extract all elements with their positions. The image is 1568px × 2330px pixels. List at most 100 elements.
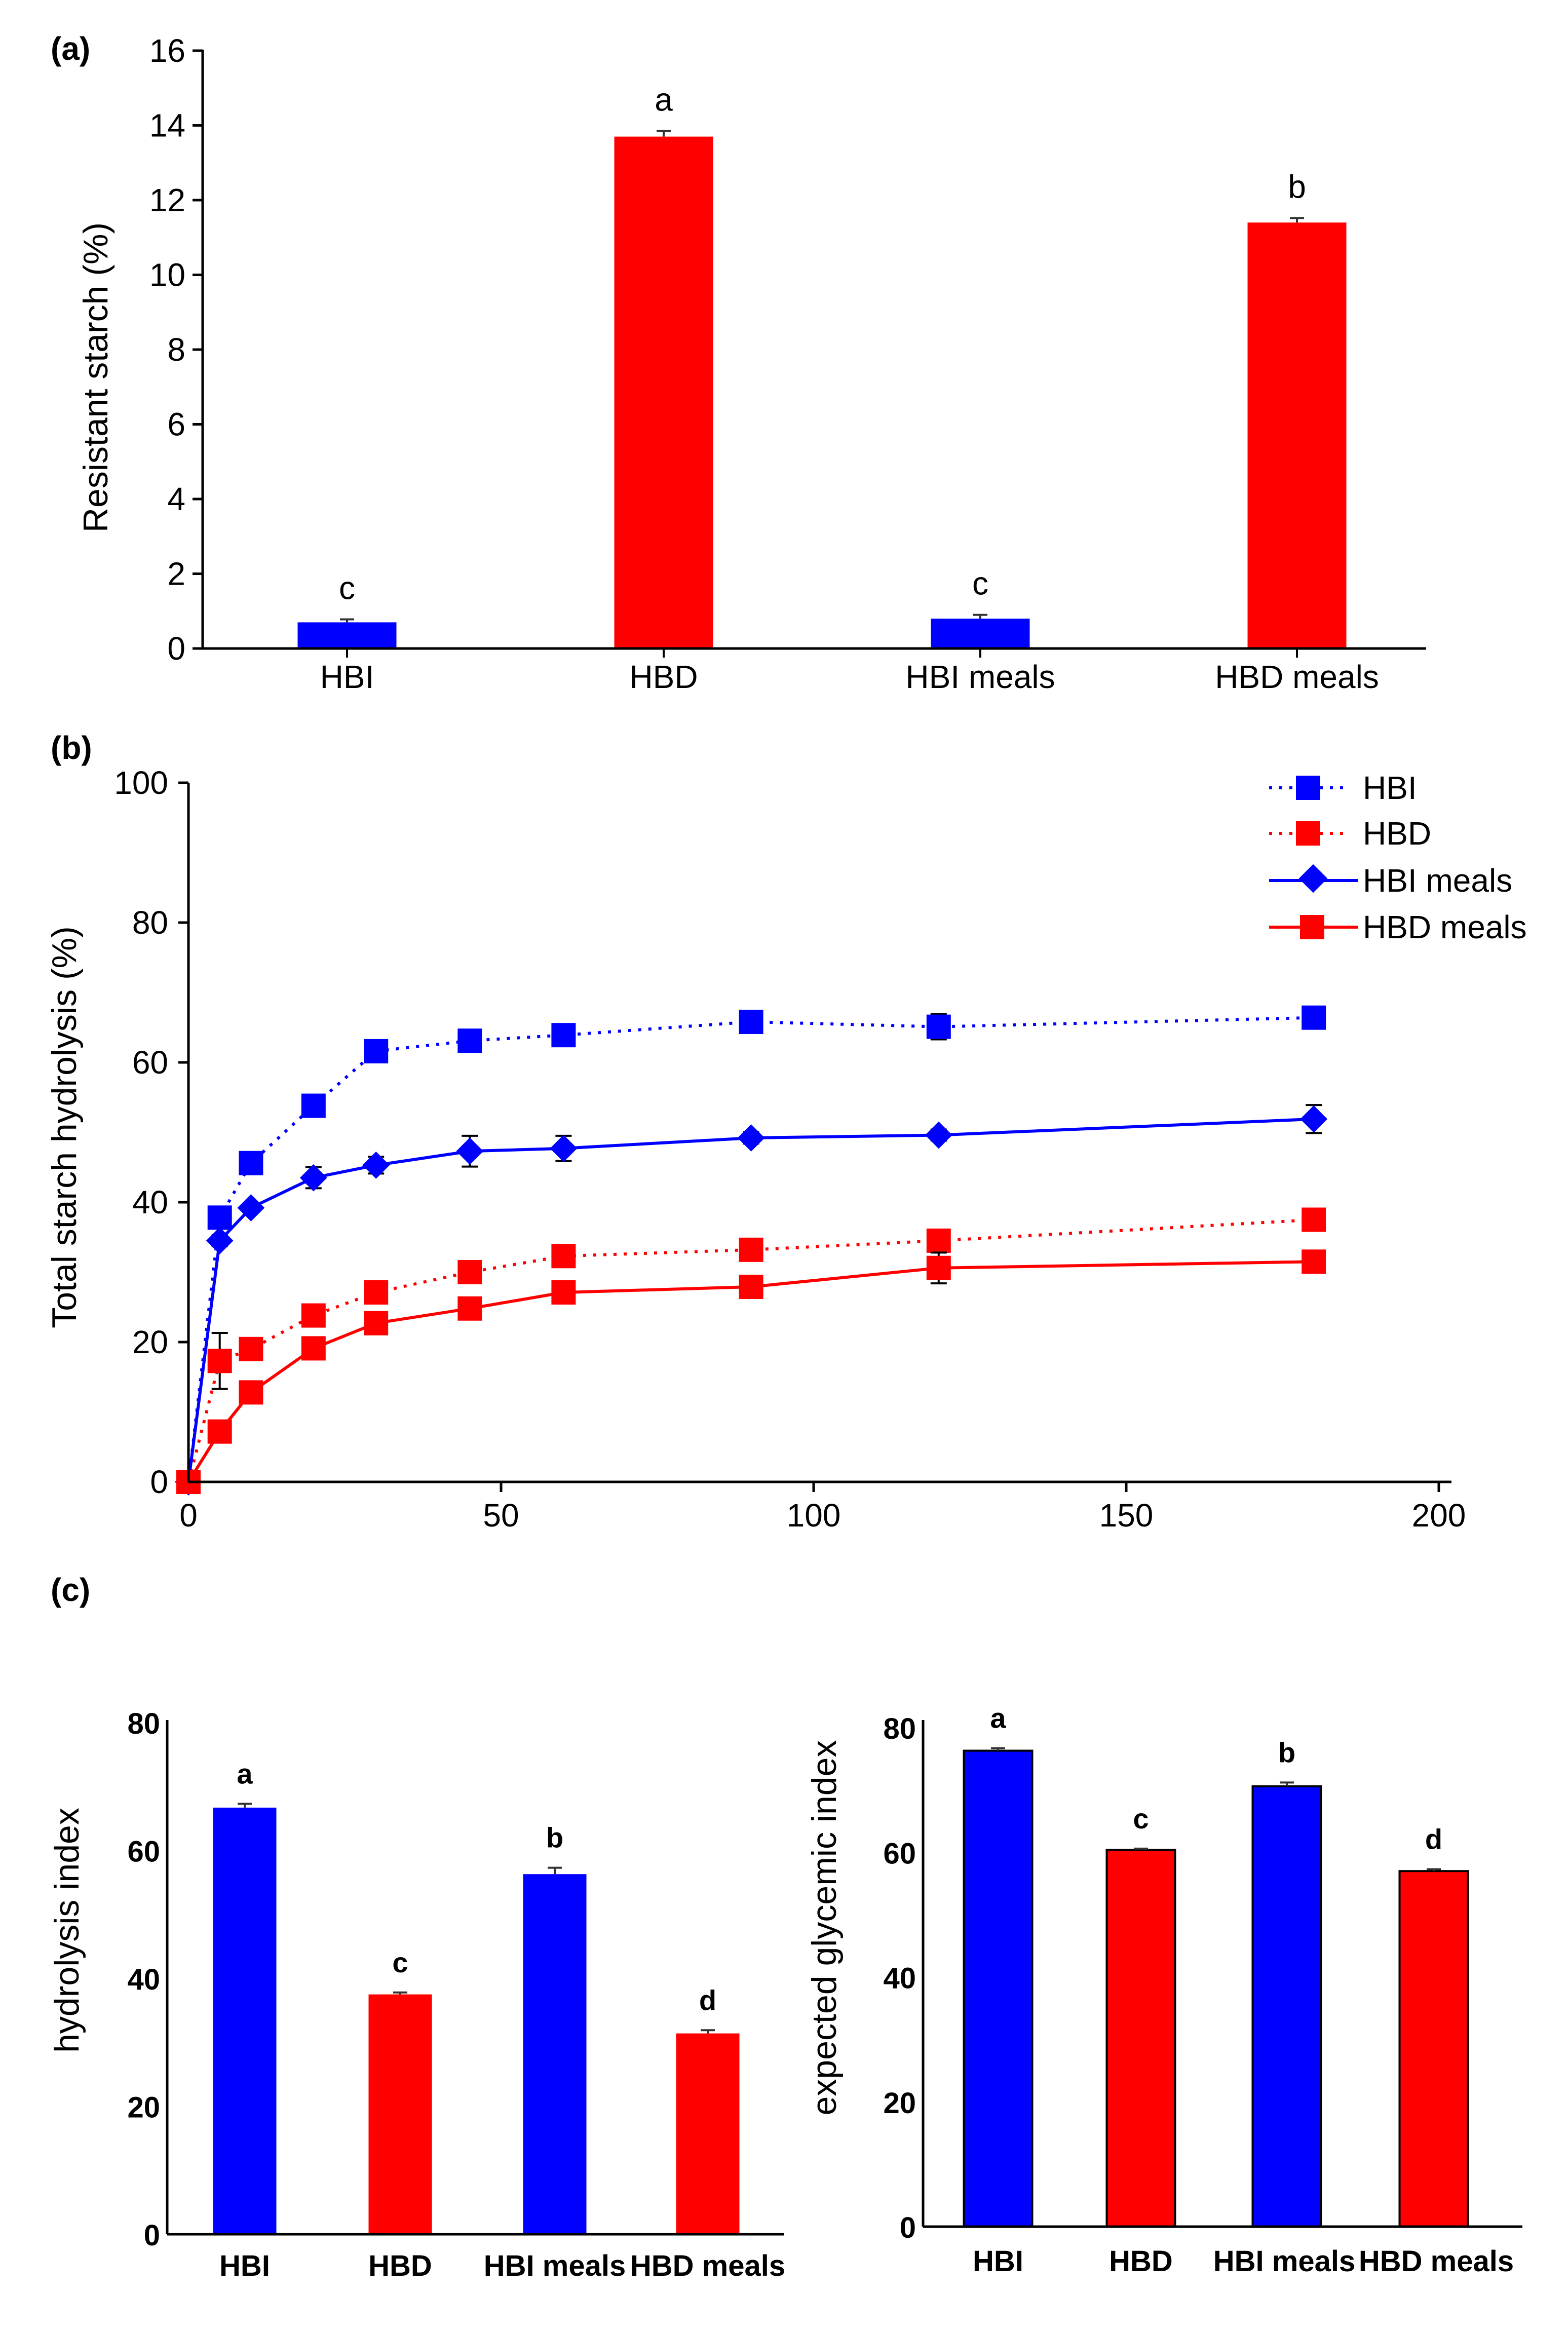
panel-c-left-bar-hbi-meals — [523, 1874, 587, 2234]
panel-a-bar-hbd — [614, 136, 713, 648]
panel-c-right-x-tick-label-hbd-meals: HBD meals — [1359, 2245, 1514, 2278]
legend-label-hbi-meals: HBI meals — [1363, 862, 1512, 899]
panel-c-left-bars: a c b d — [213, 1758, 740, 2234]
legend-label-hbi: HBI — [1363, 770, 1417, 806]
panel-a-bar-hbd-meals — [1247, 222, 1347, 648]
series-line-hbi-meals — [187, 1117, 1314, 1482]
data-point-hbi-45 — [457, 1028, 482, 1053]
panel-a-bar-hbi-meals — [931, 619, 1030, 648]
panel-a-x-tick-label-hbd: HBD — [629, 659, 698, 695]
panel-c-expected-glycemic-index-chart: expected glycemic index 0 20 40 60 80 a c b d H… — [805, 1702, 1522, 2278]
data-point-hbi-90 — [739, 1009, 763, 1034]
panel-a-x-tick-label-hbd-meals: HBD meals — [1215, 659, 1379, 695]
data-point-hbd-180 — [1302, 1207, 1326, 1232]
panel-a-x-tick-label-hbi-meals: HBI meals — [905, 659, 1055, 695]
panel-c-right-y-tick-label-0: 0 — [900, 2211, 916, 2244]
panel-c-right-significance-letter-hbi-meals: b — [1278, 1736, 1295, 1768]
data-point-hbd-meals-180 — [1302, 1249, 1326, 1274]
panel-c-left-bar-hbd-meals — [676, 2033, 740, 2234]
data-point-hbd-30 — [364, 1280, 389, 1305]
data-point-hbi-5 — [207, 1205, 232, 1230]
panel-a-bars: c a c b — [297, 82, 1347, 648]
panel-c-left-y-tick-label-80: 80 — [127, 1707, 160, 1740]
panel-b-y-tick-label-40: 40 — [132, 1184, 168, 1220]
panel-a-label: (a) — [51, 30, 90, 67]
panel-c-left-bar-hbi — [213, 1807, 277, 2234]
panel-b-starch-hydrolysis-chart: (b) Total starch hydrolysis (%) 0 20 40 60 8… — [45, 730, 1527, 1534]
panel-b-y-tick-label-80: 80 — [132, 904, 168, 941]
series-hbi-meals — [175, 1104, 1328, 1496]
panel-b-legend: HBI HBD HBI meals HBD meals — [1269, 770, 1527, 945]
panel-a-significance-letter-hbi-meals: c — [972, 565, 988, 602]
data-point-hbd-90 — [739, 1237, 763, 1262]
panel-c-right-x-tick-label-hbd: HBD — [1109, 2245, 1173, 2278]
panel-c-right-x-ticks: HBI HBD HBI meals HBD meals — [973, 2245, 1514, 2278]
data-point-hbd-60 — [551, 1244, 576, 1269]
panel-a-y-tick-label-14: 14 — [149, 107, 185, 144]
panel-c-label: (c) — [51, 1572, 90, 1608]
panel-c-left-y-tick-label-0: 0 — [144, 2219, 160, 2252]
panel-c-right-bar-hbd-meals — [1398, 1870, 1469, 2228]
panel-c-left-significance-letter-hbi: a — [237, 1758, 253, 1789]
panel-a-resistant-starch-chart: (a) Resistant starch (%) 0 2 4 6 8 10 12 14 16 c… — [51, 30, 1426, 695]
panel-c-left-significance-letter-hbi-meals: b — [546, 1822, 563, 1854]
panel-c-left-x-tick-label-hbi: HBI — [219, 2249, 270, 2282]
legend-label-hbd: HBD — [1363, 815, 1431, 852]
panel-c-right-x-tick-label-hbi-meals: HBI meals — [1213, 2245, 1355, 2278]
panel-c-left-x-tick-label-hbi-meals: HBI meals — [484, 2249, 626, 2282]
panel-c-left-x-tick-label-hbd-meals: HBD meals — [630, 2249, 785, 2282]
panel-a-y-tick-label-4: 4 — [167, 481, 185, 517]
data-point-hbi-60 — [551, 1023, 576, 1048]
panel-a-y-axis-label: Resistant starch (%) — [77, 222, 115, 532]
panel-b-x-ticks: 0 50 100 150 200 — [179, 1482, 1466, 1534]
data-point-hbi-20 — [301, 1093, 326, 1118]
panel-c-right-y-tick-label-60: 60 — [883, 1837, 916, 1870]
panel-a-y-tick-label-6: 6 — [167, 406, 185, 443]
series-hbd-meals — [176, 1249, 1326, 1494]
data-point-hbd-meals-90 — [739, 1274, 763, 1299]
panel-c-left-y-tick-label-60: 60 — [127, 1836, 160, 1868]
data-point-hbd-5 — [207, 1349, 232, 1373]
panel-c-right-y-axis-label: expected glycemic index — [805, 1740, 844, 2116]
panel-c-right-y-tick-label-20: 20 — [883, 2087, 916, 2120]
panel-c-right-bar-hbi-meals — [1251, 1785, 1322, 2228]
panel-b-y-axis-label: Total starch hydrolysis (%) — [45, 926, 84, 1328]
panel-b-y-tick-label-0: 0 — [150, 1464, 168, 1500]
panel-c-left-bar-hbd — [368, 1994, 432, 2234]
panel-c-right-y-ticks: 0 20 40 60 80 — [883, 1712, 916, 2244]
panel-c-left-y-ticks: 0 20 40 60 80 — [127, 1707, 160, 2252]
legend-item-hbd: HBD — [1269, 815, 1431, 852]
data-point-hbi-meals-60 — [550, 1134, 578, 1162]
panel-a-y-tick-label-10: 10 — [149, 257, 185, 293]
panel-b-x-tick-label-50: 50 — [483, 1497, 519, 1534]
data-point-hbd-meals-20 — [301, 1336, 326, 1361]
panel-b-x-tick-label-0: 0 — [179, 1497, 198, 1534]
legend-item-hbi-meals: HBI meals — [1269, 862, 1512, 899]
panel-c-left-significance-letter-hbd: c — [392, 1946, 408, 1978]
data-point-hbi-meals-90 — [737, 1124, 765, 1152]
series-hbd — [176, 1207, 1326, 1494]
panel-c-right-y-tick-label-80: 80 — [883, 1712, 916, 1745]
data-point-hbd-120 — [926, 1228, 951, 1253]
panel-a-y-tick-label-12: 12 — [149, 182, 185, 218]
data-point-hbi-10 — [239, 1151, 263, 1175]
data-point-hbi-meals-20 — [299, 1164, 327, 1192]
panel-b-x-tick-label-100: 100 — [787, 1497, 841, 1534]
panel-c-left-y-axis-label: hydrolysis index — [48, 1808, 86, 2053]
legend-item-hbd-meals: HBD meals — [1269, 909, 1527, 945]
panel-c-left-x-ticks: HBI HBD HBI meals HBD meals — [219, 2249, 785, 2282]
panel-c-right-bar-hbd — [1105, 1849, 1176, 2228]
panel-a-x-tick-label-hbi: HBI — [320, 659, 374, 695]
panel-b-y-tick-label-20: 20 — [132, 1324, 168, 1360]
data-point-hbi-30 — [364, 1039, 389, 1063]
data-point-hbi-180 — [1302, 1005, 1326, 1030]
panel-c-right-bar-hbi — [963, 1749, 1034, 2228]
panel-b-y-tick-label-60: 60 — [132, 1044, 168, 1081]
panel-b-x-tick-label-200: 200 — [1412, 1497, 1466, 1534]
panel-c-right-y-tick-label-40: 40 — [883, 1962, 916, 1995]
series-hbi — [176, 1005, 1326, 1494]
panel-b-y-ticks: 0 20 40 60 80 100 — [114, 765, 188, 1500]
data-point-hbd-meals-5 — [207, 1419, 232, 1444]
data-point-hbd-10 — [239, 1336, 263, 1361]
panel-a-y-ticks: 0 2 4 6 8 10 12 14 16 — [149, 32, 203, 667]
